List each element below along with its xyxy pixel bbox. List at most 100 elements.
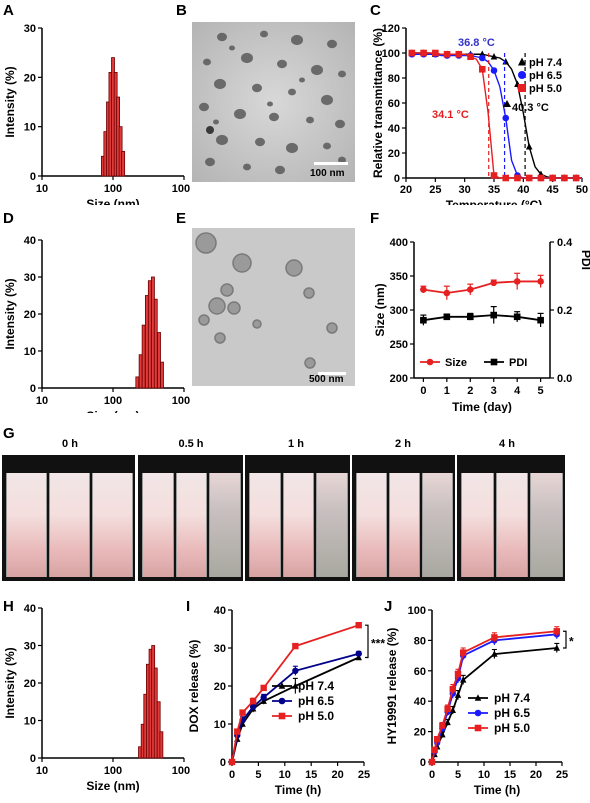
point-F-1-5: [537, 316, 544, 324]
y-tick-label-C-3: 60: [388, 98, 400, 110]
particle-b-25: [213, 119, 219, 125]
point-J-2-6: [454, 670, 462, 678]
annotation-C-0: 36.8 °C: [458, 37, 495, 49]
x-tick-label-J-4: 20: [530, 769, 542, 781]
y-tick-label-F-4: 400: [390, 237, 408, 249]
vial-time-4: 4 h: [499, 438, 515, 450]
y-tick-label-J-1: 20: [414, 727, 426, 739]
particle-b-28: [338, 156, 346, 164]
x-tick-label-C-6: 50: [576, 184, 588, 196]
particle-b-26: [299, 77, 305, 83]
particle-b-18: [216, 134, 228, 146]
y-axis-title-D: Intensity (%): [3, 278, 17, 349]
vial-4-2: [530, 473, 563, 577]
point-J-0-5: [449, 706, 456, 714]
point-J-0-9: [553, 644, 560, 651]
vial-group-2: [245, 455, 350, 581]
particle-b-19: [255, 137, 265, 147]
chart-f-stability: 200 250 300 350 400 0.0 0.2 0.4 0 1 2 3 4 5 Time (day)…: [373, 237, 590, 413]
panel-label-c: C: [370, 2, 381, 19]
vial-time-3: 2 h: [395, 438, 411, 450]
x-axis-title-D: Size (nm): [86, 409, 139, 413]
particle-b-8: [338, 70, 346, 78]
point-I-1-3: [249, 703, 257, 711]
legend-marker-I-1: [278, 697, 286, 705]
particle-b-23: [243, 163, 251, 171]
point-F-0-0: [420, 286, 427, 293]
y-tick-label-H-2: 20: [24, 678, 36, 690]
legend-marker-J-2: [474, 724, 482, 732]
x-tick-label-J-5: 25: [556, 769, 568, 781]
panel-label-e: E: [176, 210, 187, 227]
vial-2-2: [316, 473, 348, 577]
point-C-2-10: [467, 53, 474, 61]
bar-D-0: [135, 376, 140, 389]
y-tick-label-F-2: 300: [390, 305, 408, 317]
panel-label-b: B: [176, 2, 187, 19]
bar-H-7: [156, 701, 161, 759]
y-tick-label-C-2: 40: [388, 123, 400, 135]
point-C-0-14: [490, 52, 498, 60]
y-tick-label-C-4: 80: [388, 73, 400, 85]
particle-b-7: [311, 64, 323, 76]
particle-b-12: [321, 94, 333, 106]
point-F-0-2: [466, 286, 474, 293]
annotation-C-2: 40.3 °C: [512, 102, 549, 114]
scale-bar-e: [318, 372, 346, 375]
x-tick-label-C-1: 25: [429, 184, 441, 196]
particle-b-9: [214, 78, 226, 90]
point-F-1-4: [513, 313, 521, 321]
x-tick-label-C-5: 45: [547, 184, 559, 196]
point-J-2-1: [431, 746, 438, 754]
y-tick-label-J-2: 40: [414, 696, 426, 708]
legend-label-C-2: pH 5.0: [529, 83, 562, 95]
x-tick-label-C-3: 35: [488, 184, 500, 196]
y2-axis-title-F: PDI: [579, 250, 590, 270]
y-tick-label-D-4: 40: [24, 235, 36, 247]
y-tick-label-J-3: 60: [414, 666, 426, 678]
y-tick-label-I-0: 0: [220, 757, 226, 769]
vial-3-0: [356, 473, 387, 577]
y-tick-label-D-3: 30: [24, 272, 36, 284]
vial-1-1: [175, 473, 208, 577]
point-I-2-3: [249, 698, 257, 705]
panel-label-f: F: [370, 210, 380, 227]
legend-marker-I-0: [278, 682, 286, 689]
chart-h-size-histogram: 010203040101001000Size (nm)Intensity (%): [3, 603, 190, 793]
panel-label-i: I: [186, 598, 191, 615]
point-I-2-1: [234, 728, 241, 735]
point-F-1-1: [443, 313, 451, 321]
point-C-2-24: [549, 174, 556, 182]
point-J-2-8: [491, 634, 498, 641]
x-tick-label-J-1: 5: [455, 769, 461, 781]
vial-time-1: 0.5 h: [178, 438, 204, 450]
point-C-2-2: [420, 49, 427, 57]
scale-bar-label-b: 100 nm: [310, 168, 345, 179]
particle-b-24: [275, 165, 285, 175]
particle-b-dark: [206, 126, 214, 134]
y-tick-label-H-1: 10: [24, 716, 36, 728]
point-F-0-5: [537, 278, 544, 285]
tem-micrograph-e: [192, 228, 355, 386]
y-axis-title-C: Relative transmittance (%): [371, 28, 385, 178]
legend-label-C-0: pH 7.4: [529, 57, 563, 69]
point-J-0-7: [460, 676, 467, 683]
y-axis-title-J: HY19991 release (%): [385, 628, 399, 745]
tem-micrograph-b: [192, 22, 355, 182]
y-axis-title-F: Size (nm): [373, 283, 387, 336]
bar-A-8: [121, 150, 126, 177]
particle-b-5: [241, 52, 253, 64]
legend-marker-J-1: [474, 709, 482, 717]
point-I-2-2: [239, 709, 246, 716]
point-C-2-8: [455, 50, 463, 58]
point-C-2-6: [443, 50, 451, 58]
point-I-0-6: [355, 653, 362, 661]
particle-b-10: [252, 83, 262, 93]
x-tick-label-H-0: 10: [36, 765, 48, 777]
chart-d-size-histogram: 010203040101001000Size (nm)Intensity (%): [3, 235, 190, 413]
significance-label-J: *: [569, 635, 574, 649]
point-F-0-4: [513, 278, 521, 285]
annotation-C-1: 34.1 °C: [432, 109, 469, 121]
significance-bracket-J: [563, 630, 567, 649]
